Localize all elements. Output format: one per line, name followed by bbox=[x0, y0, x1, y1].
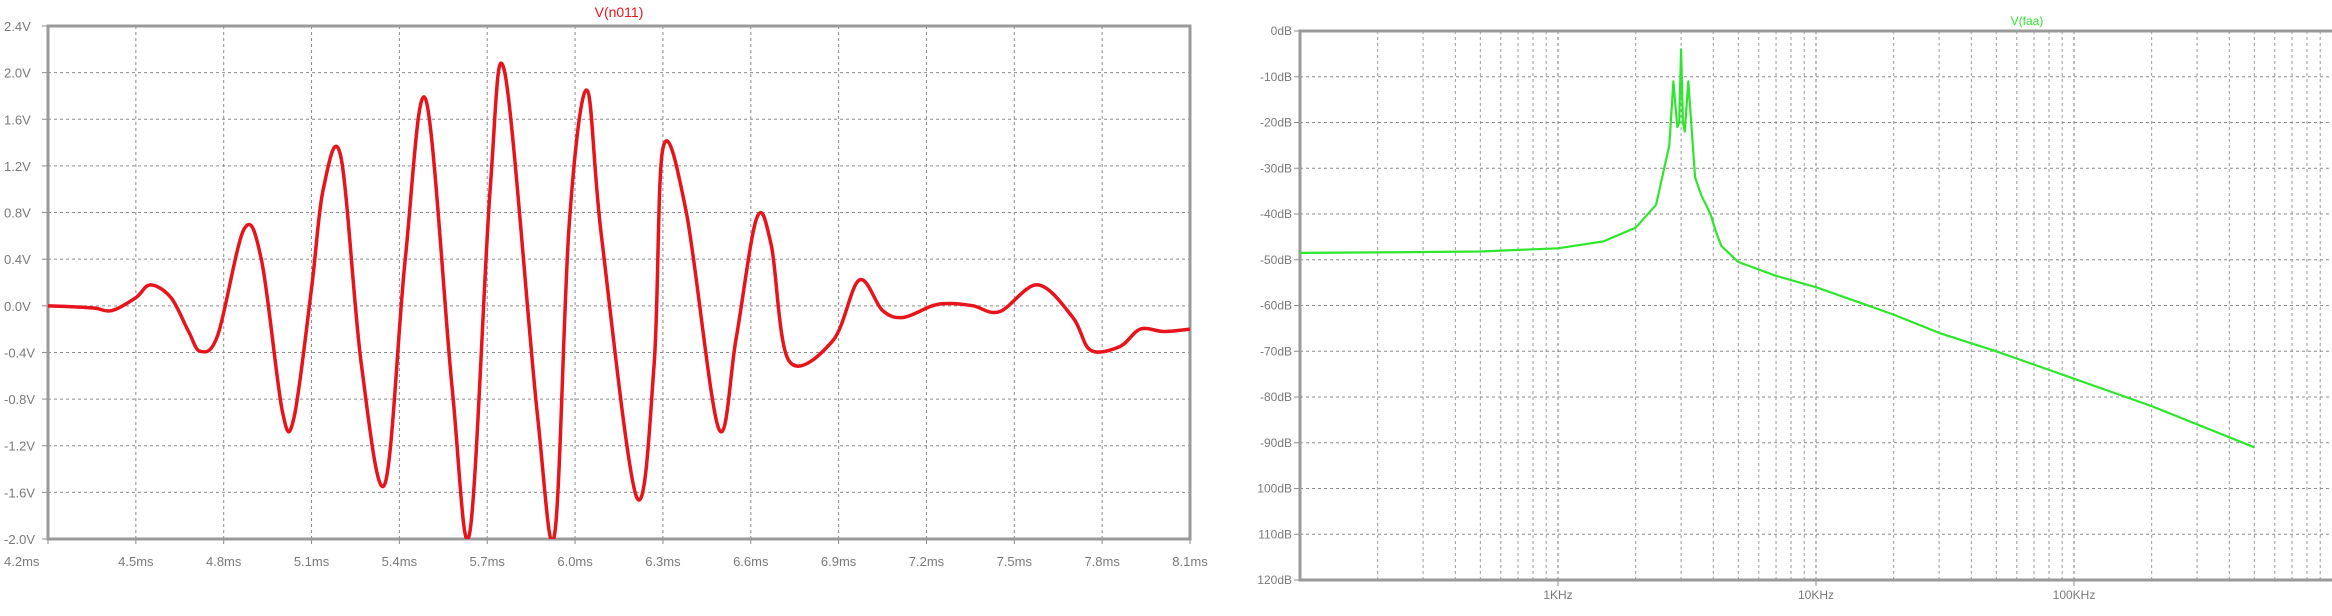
y-tick-label: -1.6V bbox=[4, 485, 35, 500]
y-tick-label: -80dB bbox=[1260, 390, 1292, 404]
x-tick-label: 4.2ms bbox=[4, 554, 40, 569]
y-tick-label: 1.6V bbox=[4, 112, 31, 127]
y-tick-label: -1.2V bbox=[4, 439, 35, 454]
frequency-domain-chart: 1KHz 10KHz 100KHz 0dB -10dB -20dB -30dB -40dB -5… bbox=[1257, 14, 2332, 602]
y-tick-label: 2.0V bbox=[4, 66, 31, 81]
y-tick-label: -0.4V bbox=[4, 345, 35, 360]
x-tick-label: 1KHz bbox=[1543, 588, 1572, 602]
y-tick-label: 0.0V bbox=[4, 299, 31, 314]
y-tick-label: 0.8V bbox=[4, 206, 31, 221]
y-tick-label: 0.4V bbox=[4, 252, 31, 267]
x-tick-label: 7.8ms bbox=[1084, 554, 1120, 569]
y-tick-label: -30dB bbox=[1260, 161, 1292, 175]
series-line-v-faa bbox=[1300, 48, 2255, 449]
y-tick-label: -90dB bbox=[1260, 436, 1292, 450]
x-tick-label: 5.4ms bbox=[382, 554, 418, 569]
y-tick-label: 1.2V bbox=[4, 159, 31, 174]
chart-title: V(faa) bbox=[2011, 14, 2044, 28]
y-tick-label: 0dB bbox=[1271, 24, 1292, 38]
y-tick-label: -50dB bbox=[1260, 253, 1292, 267]
x-tick-label: 5.7ms bbox=[470, 554, 506, 569]
x-tick-label: 6.0ms bbox=[557, 554, 593, 569]
x-tick-label: 7.5ms bbox=[997, 554, 1033, 569]
y-tick-label: 100dB bbox=[1257, 482, 1292, 496]
y-tick-label: -40dB bbox=[1260, 207, 1292, 221]
x-tick-label: 6.6ms bbox=[733, 554, 769, 569]
y-tick-label: -20dB bbox=[1260, 116, 1292, 130]
plot-border bbox=[46, 24, 1192, 541]
x-tick-label: 6.9ms bbox=[821, 554, 857, 569]
x-tick-label: 4.8ms bbox=[206, 554, 242, 569]
plot-border bbox=[1298, 29, 2332, 582]
x-tick-label: 7.2ms bbox=[909, 554, 945, 569]
x-tick-label: 8.1ms bbox=[1172, 554, 1208, 569]
y-tick-label: -60dB bbox=[1260, 299, 1292, 313]
plot-area bbox=[48, 26, 1190, 539]
y-tick-label: 120dB bbox=[1257, 573, 1292, 587]
time-domain-chart: 4.2ms 4.5ms 4.8ms 5.1ms 5.4ms 5.7ms 6.0ms 6.3ms… bbox=[4, 4, 1208, 569]
y-tick-label: 2.4V bbox=[4, 19, 31, 34]
series-line-v-n011 bbox=[48, 61, 1190, 539]
y-tick-label: -10dB bbox=[1260, 70, 1292, 84]
y-tick-label: -2.0V bbox=[4, 532, 35, 547]
y-tick-label: 110dB bbox=[1258, 527, 1292, 541]
x-tick-label: 4.5ms bbox=[118, 554, 154, 569]
y-tick-label: -70dB bbox=[1260, 344, 1292, 358]
x-tick-label: 100KHz bbox=[2053, 588, 2096, 602]
y-tick-label: -0.8V bbox=[4, 392, 35, 407]
chart-title: V(n011) bbox=[595, 4, 644, 20]
x-tick-label: 6.3ms bbox=[645, 554, 681, 569]
x-tick-label: 5.1ms bbox=[294, 554, 330, 569]
x-tick-label: 10KHz bbox=[1798, 588, 1834, 602]
